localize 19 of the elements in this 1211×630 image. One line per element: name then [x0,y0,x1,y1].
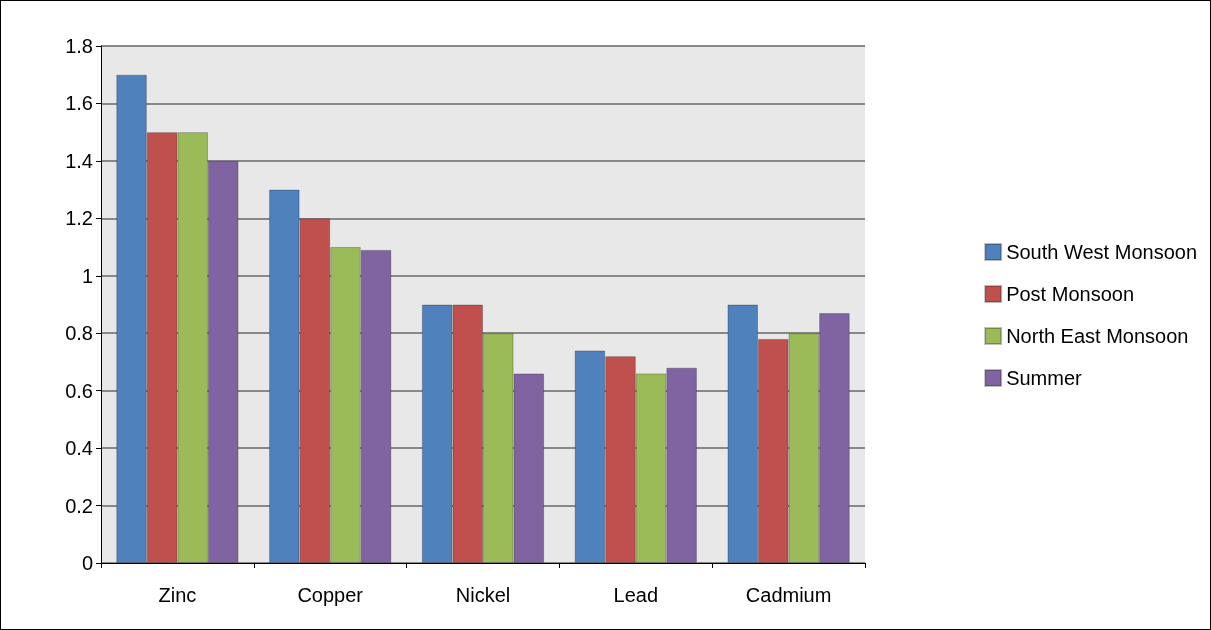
y-tick-label: 0.2 [65,494,93,517]
y-tick-label: 1.2 [65,207,93,230]
x-tick-label: Cadmium [745,584,832,606]
legend-label: North East Monsoon [1006,325,1189,347]
x-tick-label: Copper [297,584,364,606]
y-tick-label: 0.8 [65,322,93,345]
x-tick-label: Zinc [158,584,197,606]
y-tick-label: 0.4 [65,437,93,460]
x-tick-label: Nickel [455,584,511,606]
y-tick-label: 0 [81,552,93,574]
legend-label: Summer [1006,367,1083,389]
legend-label: South West Monsoon [1006,241,1198,263]
y-tick-label: 0.6 [65,379,93,402]
legend-label: Post Monsoon [1006,283,1135,305]
y-tick-label: 1.4 [65,149,93,172]
y-tick-label: 1 [81,264,93,287]
y-tick-label: 1.6 [65,92,93,115]
x-tick-label: Lead [613,584,659,606]
y-tick-label: 1.8 [65,35,93,57]
